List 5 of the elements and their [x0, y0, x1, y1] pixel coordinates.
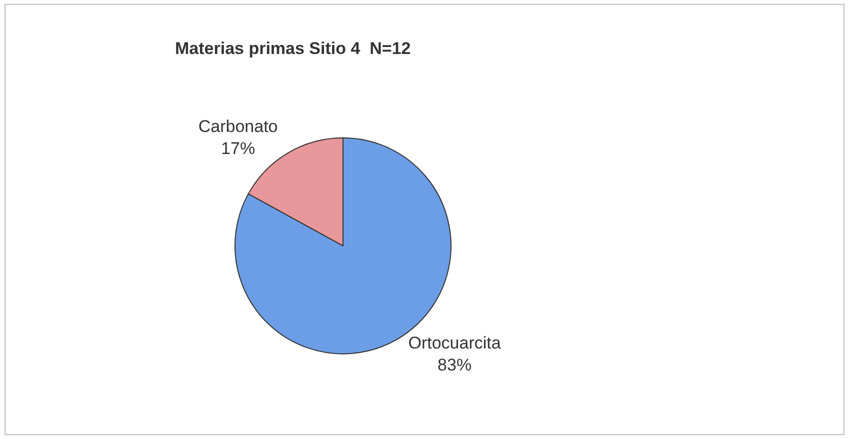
slice-label: Carbonato	[198, 117, 278, 136]
slice-label: Ortocuarcita	[408, 333, 502, 352]
data-label: 17%	[221, 139, 256, 158]
data-label: 83%	[438, 356, 472, 375]
chart-title: Materias primas Sitio 4 N=12	[175, 38, 411, 58]
